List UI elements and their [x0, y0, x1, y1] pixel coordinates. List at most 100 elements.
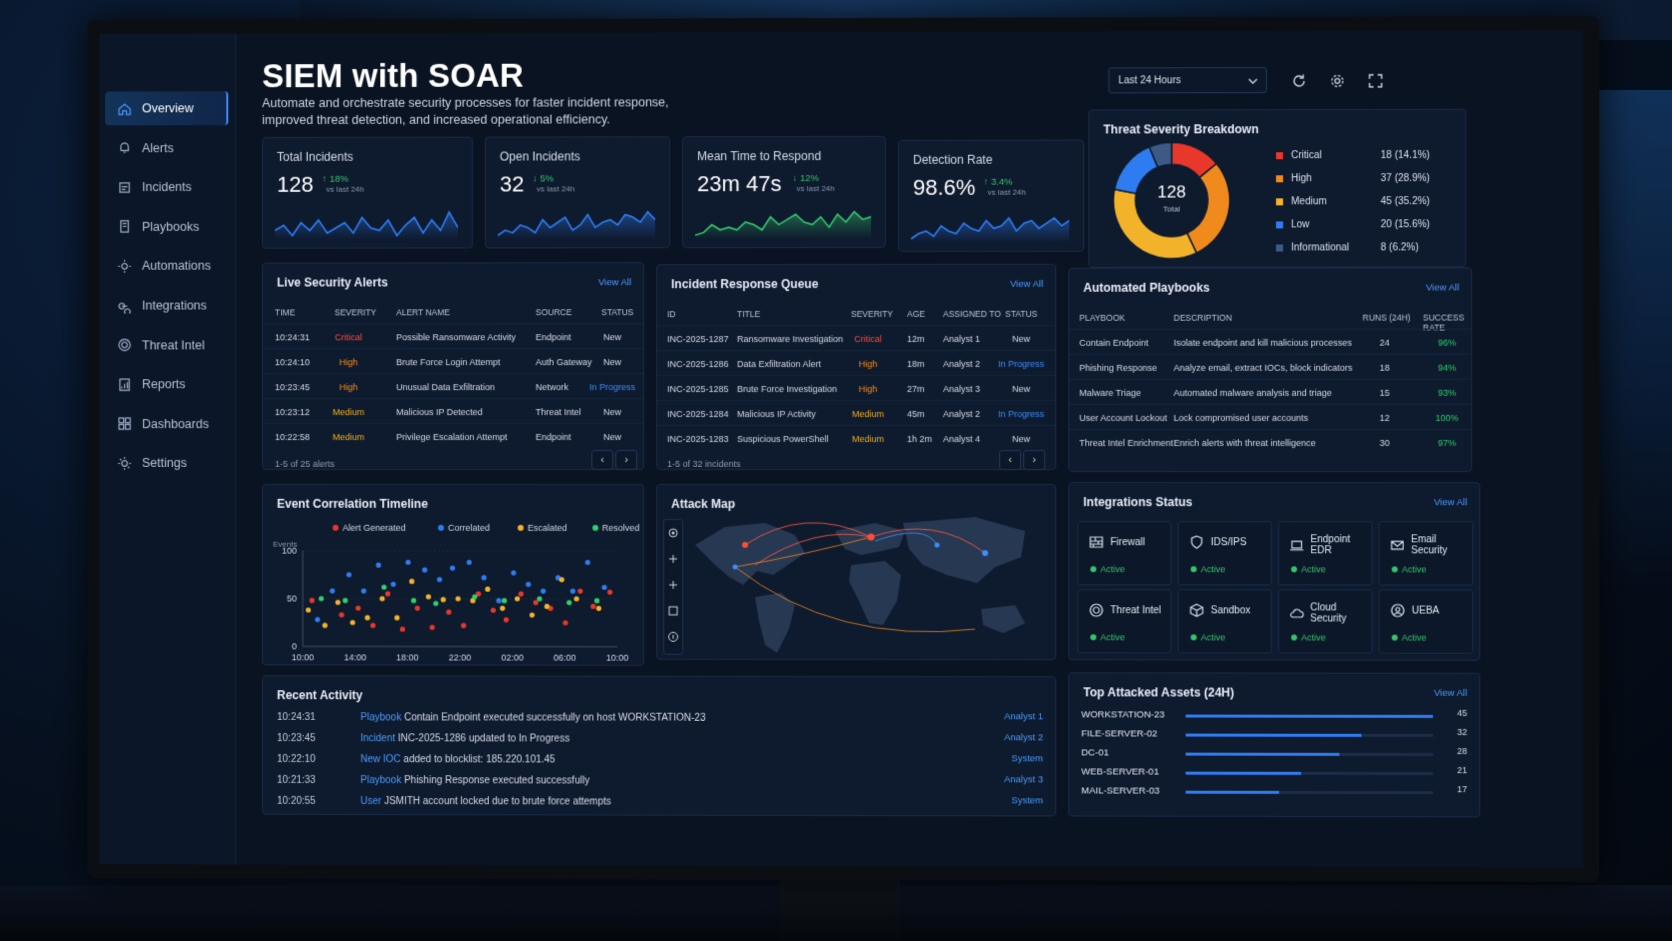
- asset-name[interactable]: WEB-SERVER-01: [1081, 766, 1159, 778]
- donut-slice-critical[interactable]: [1172, 142, 1217, 177]
- table-row[interactable]: Malware Triage Automated malware analysis…: [1069, 378, 1472, 404]
- scatter-point[interactable]: [446, 609, 452, 615]
- scatter-point[interactable]: [385, 591, 391, 597]
- map-info-icon[interactable]: [665, 629, 681, 645]
- kpi-card-total-incidents[interactable]: Total Incidents 128 ↑ 18% vs last 24h: [262, 136, 473, 249]
- scatter-point[interactable]: [381, 584, 387, 590]
- scatter-point[interactable]: [429, 624, 435, 630]
- scatter-point[interactable]: [485, 586, 491, 592]
- scatter-point[interactable]: [501, 598, 507, 604]
- scatter-point[interactable]: [490, 607, 496, 613]
- activity-actor[interactable]: System: [1011, 753, 1044, 765]
- table-row[interactable]: 10:24:10 High Brute Force Login Attempt Aut…: [263, 348, 644, 374]
- table-row[interactable]: INC-2025-1287 Ransomware Investigation Cri…: [657, 324, 1056, 351]
- scatter-point[interactable]: [436, 576, 443, 583]
- donut-slice-high[interactable]: [1187, 164, 1230, 253]
- scatter-point[interactable]: [559, 577, 566, 584]
- activity-actor[interactable]: Analyst 3: [1004, 774, 1044, 786]
- sidebar-item-reports[interactable]: Reports: [105, 367, 228, 401]
- activity-row[interactable]: 10:21:33 Playbook Phishing Response execu…: [277, 775, 590, 787]
- kpi-card-detection-rate[interactable]: Detection Rate 98.6% ↑ 3.4% vs last 24h: [898, 139, 1085, 252]
- scatter-point[interactable]: [567, 600, 573, 607]
- scatter-point[interactable]: [433, 600, 439, 607]
- asset-name[interactable]: MAIL-SERVER-03: [1081, 785, 1160, 797]
- integration-tile-endpoint-edr[interactable]: Endpoint EDR Active: [1278, 521, 1373, 586]
- table-row[interactable]: INC-2025-1284 Malicious IP Activity Medium…: [657, 399, 1056, 426]
- scatter-point[interactable]: [355, 605, 361, 611]
- sidebar-item-incidents[interactable]: Incidents: [105, 170, 228, 204]
- scatter-point[interactable]: [562, 620, 569, 626]
- scatter-point[interactable]: [449, 565, 456, 571]
- scatter-point[interactable]: [411, 597, 417, 604]
- scatter-point[interactable]: [518, 591, 524, 597]
- scatter-point[interactable]: [342, 597, 348, 604]
- table-row[interactable]: Contain Endpoint Isolate endpoint and kil…: [1069, 328, 1472, 354]
- activity-actor[interactable]: System: [1011, 795, 1044, 807]
- scatter-point[interactable]: [455, 596, 461, 602]
- integrations-view-all-link[interactable]: View All: [1433, 497, 1468, 509]
- scatter-point[interactable]: [585, 560, 592, 566]
- scatter-point[interactable]: [594, 598, 601, 605]
- scatter-point[interactable]: [370, 622, 376, 628]
- kpi-card-mean-time-to-respond[interactable]: Mean Time to Respond 23m 47s ↓ 12% vs last …: [682, 135, 887, 249]
- playbooks-view-all-link[interactable]: View All: [1425, 282, 1460, 294]
- scatter-point[interactable]: [346, 572, 352, 578]
- scatter-point[interactable]: [309, 597, 315, 604]
- activity-actor[interactable]: Analyst 2: [1004, 732, 1044, 744]
- scatter-point[interactable]: [466, 559, 472, 565]
- scatter-point[interactable]: [496, 598, 502, 604]
- sidebar-item-integrations[interactable]: Integrations: [105, 289, 228, 323]
- zoom-out-icon[interactable]: [665, 577, 681, 593]
- integration-tile-email-security[interactable]: Email Security Active: [1378, 521, 1474, 586]
- integration-tile-ueba[interactable]: UEBA Active: [1378, 589, 1474, 654]
- scatter-point[interactable]: [548, 605, 554, 611]
- donut-slice-low[interactable]: [1115, 147, 1158, 194]
- scatter-point[interactable]: [350, 619, 356, 626]
- scatter-point[interactable]: [414, 605, 420, 611]
- scatter-point[interactable]: [503, 617, 509, 623]
- asset-name[interactable]: DC-01: [1081, 747, 1109, 759]
- scatter-point[interactable]: [570, 589, 577, 595]
- sidebar-item-settings[interactable]: Settings: [105, 446, 228, 480]
- scatter-point[interactable]: [379, 596, 385, 602]
- sidebar-item-dashboards[interactable]: Dashboards: [105, 407, 228, 441]
- scatter-point[interactable]: [602, 585, 608, 591]
- activity-actor[interactable]: Analyst 1: [1004, 711, 1044, 723]
- table-row[interactable]: Threat Intel Enrichment Enrich alerts wit…: [1069, 428, 1472, 455]
- scatter-point[interactable]: [364, 615, 371, 621]
- scatter-point[interactable]: [314, 617, 321, 623]
- kpi-card-open-incidents[interactable]: Open Incidents 32 ↓ 5% vs last 24h: [484, 136, 671, 249]
- sidebar-item-automations[interactable]: Automations: [105, 249, 228, 283]
- scatter-point[interactable]: [394, 615, 400, 621]
- scatter-point[interactable]: [425, 594, 432, 600]
- scatter-point[interactable]: [329, 588, 335, 594]
- scatter-point[interactable]: [409, 578, 415, 584]
- zoom-in-icon[interactable]: [665, 551, 681, 567]
- scatter-point[interactable]: [335, 599, 341, 605]
- scatter-point[interactable]: [607, 589, 614, 596]
- table-row[interactable]: 10:23:45 High Unusual Data Exfiltration Net…: [263, 373, 644, 399]
- table-row[interactable]: 10:23:12 Medium Malicious IP Detected Threa…: [263, 398, 644, 424]
- scatter-point[interactable]: [422, 567, 428, 573]
- scatter-point[interactable]: [536, 596, 543, 602]
- integration-tile-cloud-security[interactable]: Cloud Security Active: [1278, 589, 1373, 654]
- asset-name[interactable]: WORKSTATION-23: [1081, 709, 1165, 721]
- scatter-point[interactable]: [578, 589, 584, 595]
- scatter-point[interactable]: [461, 622, 467, 629]
- scatter-point[interactable]: [596, 606, 603, 612]
- table-row[interactable]: 10:24:31 Critical Possible Ransomware Acti…: [263, 323, 644, 349]
- scatter-point[interactable]: [361, 588, 367, 594]
- scatter-point[interactable]: [499, 605, 506, 611]
- donut-slice-medium[interactable]: [1113, 189, 1196, 259]
- scatter-point[interactable]: [533, 599, 539, 606]
- fullscreen-icon[interactable]: [1368, 73, 1384, 89]
- donut-slice-informational[interactable]: [1149, 142, 1171, 167]
- map-layers-icon[interactable]: [665, 603, 681, 619]
- scatter-point[interactable]: [514, 596, 520, 602]
- activity-row[interactable]: 10:24:31 Playbook Contain Endpoint execut…: [277, 712, 706, 724]
- scatter-point[interactable]: [510, 570, 517, 576]
- gear-icon[interactable]: [1329, 73, 1345, 89]
- scatter-point[interactable]: [475, 591, 481, 597]
- scatter-point[interactable]: [591, 604, 597, 610]
- sidebar-item-threat-intel[interactable]: Threat Intel: [105, 328, 228, 362]
